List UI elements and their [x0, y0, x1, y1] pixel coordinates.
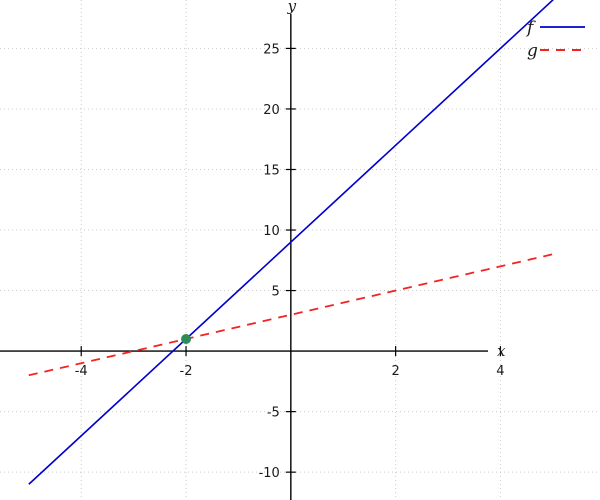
legend-label-f: f: [525, 18, 536, 38]
y-tick-label: 10: [263, 224, 280, 239]
series-line-f: [28, 0, 555, 485]
y-axis-label: y: [287, 0, 297, 15]
x-axis-tick-labels: -4 -2 2 4: [75, 364, 505, 379]
y-tick-label: 20: [263, 103, 280, 118]
y-tick-label: 15: [263, 163, 280, 178]
y-tick-label: -10: [259, 466, 280, 481]
y-axis-ticks: [285, 47, 296, 473]
x-axis-ticks: [80, 346, 502, 357]
y-tick-label: 25: [263, 42, 280, 57]
series-line-g: [28, 252, 559, 377]
chart-legend: f g: [525, 18, 585, 61]
grid-lines-vertical: [80, 0, 501, 500]
y-axis-tick-labels: -10 -5 5 10 15 20 25: [259, 42, 280, 481]
intersection-point-marker: [181, 333, 192, 344]
y-tick-label: 5: [272, 285, 280, 300]
y-tick-label: -5: [267, 406, 280, 421]
legend-label-g: g: [527, 41, 538, 61]
x-tick-label: 2: [391, 364, 399, 379]
x-axis-label: x: [497, 342, 506, 360]
x-tick-label: -4: [75, 364, 88, 379]
grid-lines-horizontal: [0, 47, 600, 473]
x-tick-label: -2: [180, 364, 193, 379]
x-tick-label: 4: [496, 364, 504, 379]
